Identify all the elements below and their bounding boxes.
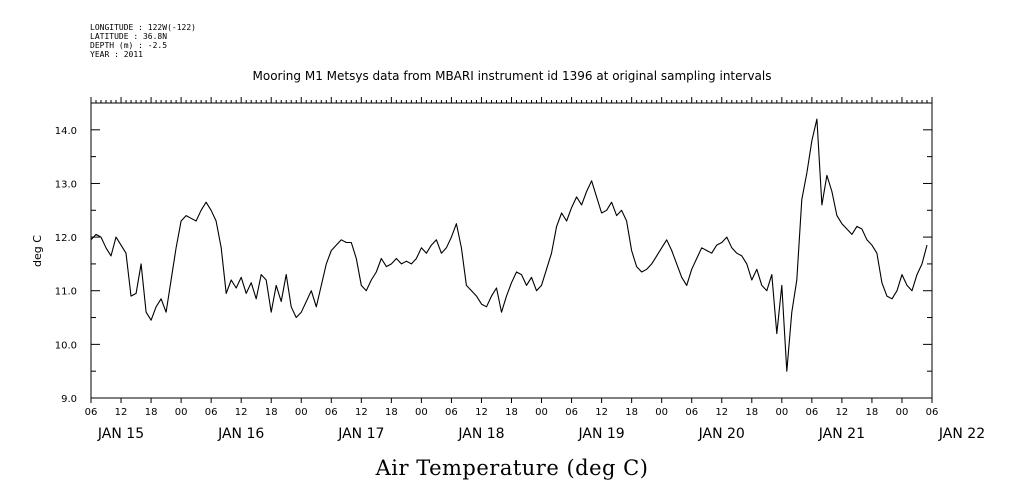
series-layer: [90, 118, 928, 372]
x-axis-ticks: 06 12 18 00 06 12 18 00 06 12 18 00 06 12 18 00 06 12 18 00…: [85, 398, 985, 442]
x-tick-label: 18: [866, 407, 879, 418]
chart-title: Mooring M1 Metsys data from MBARI instru…: [253, 69, 772, 83]
x-tick-label: 18: [505, 407, 518, 418]
plot-frame: [90, 102, 933, 399]
x-day-label: JAN 19: [578, 426, 625, 442]
meta-depth: DEPTH (m) : -2.5: [90, 41, 167, 50]
x-day-label: JAN 17: [337, 426, 384, 442]
x-tick-label: 06: [325, 407, 338, 418]
x-tick-label: 18: [625, 407, 638, 418]
x-tick-label: 12: [595, 407, 608, 418]
x-axis-label: Air Temperature (deg C): [375, 456, 649, 480]
x-tick-label: 12: [475, 407, 488, 418]
x-tick-label: 18: [745, 407, 758, 418]
series-line: [90, 118, 928, 372]
x-tick-label: 18: [385, 407, 398, 418]
x-tick-label: 18: [145, 407, 158, 418]
x-tick-label: 06: [205, 407, 218, 418]
x-tick-label: 06: [565, 407, 578, 418]
x-day-label: JAN 18: [457, 426, 504, 442]
x-tick-label: 12: [115, 407, 128, 418]
y-tick-label: 13.0: [55, 179, 77, 190]
x-tick-label: 12: [235, 407, 248, 418]
x-day-label: JAN 16: [217, 426, 264, 442]
y-axis-label: deg C: [31, 235, 44, 267]
x-tick-label: 18: [265, 407, 278, 418]
x-tick-label: 00: [175, 407, 188, 418]
x-day-label: JAN 22: [938, 426, 985, 442]
x-tick-label: 00: [295, 407, 308, 418]
y-axis-ticks: 9.0 10.0 11.0 12.0 13.0 14.0: [55, 102, 932, 405]
x-tick-label: 06: [85, 407, 98, 418]
x-tick-label: 00: [535, 407, 548, 418]
meta-longitude: LONGITUDE : 122W(-122): [90, 23, 196, 32]
x-tick-label: 12: [836, 407, 849, 418]
x-tick-label: 06: [445, 407, 458, 418]
x-tick-label: 00: [655, 407, 668, 418]
x-tick-label: 00: [896, 407, 909, 418]
y-tick-label: 11.0: [55, 287, 77, 298]
meta-year: YEAR : 2011: [90, 50, 143, 59]
x-tick-label: 00: [775, 407, 788, 418]
x-tick-label: 12: [715, 407, 728, 418]
x-day-label: JAN 20: [698, 426, 745, 442]
y-tick-label: 14.0: [55, 126, 77, 137]
x-tick-label: 12: [355, 407, 368, 418]
x-day-label: JAN 21: [818, 426, 865, 442]
y-tick-label: 10.0: [55, 340, 77, 351]
x-tick-label: 06: [926, 407, 939, 418]
x-tick-label: 06: [685, 407, 698, 418]
y-tick-label: 9.0: [61, 394, 77, 405]
x-day-label: JAN 15: [97, 426, 144, 442]
x-tick-label: 06: [805, 407, 818, 418]
meta-latitude: LATITUDE : 36.8N: [90, 32, 167, 41]
top-minor-ticks: [90, 97, 933, 103]
x-tick-label: 00: [415, 407, 428, 418]
y-tick-label: 12.0: [55, 233, 77, 244]
